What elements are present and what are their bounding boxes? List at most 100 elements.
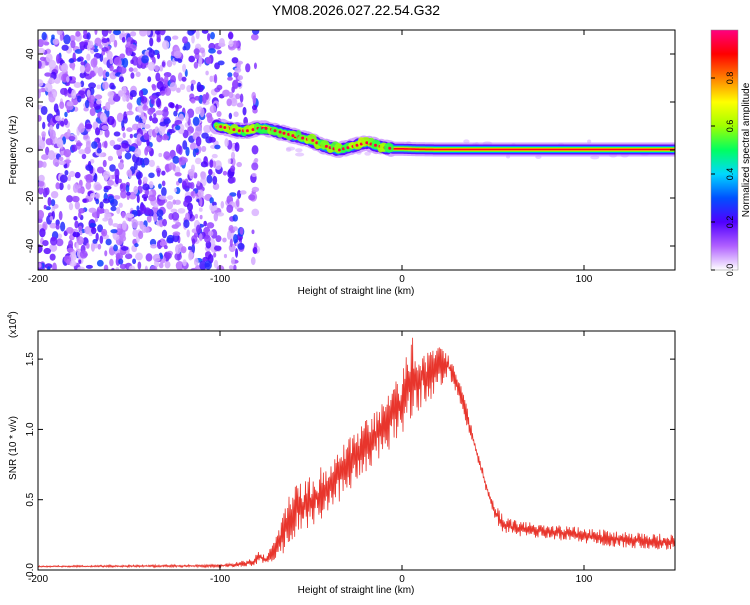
noise-speckle [189,181,195,190]
noise-speckle [172,231,181,236]
noise-speckle [113,30,122,36]
noise-speckle [95,192,101,200]
noise-speckle [113,56,122,66]
noise-speckle [122,85,127,94]
noise-speckle [206,222,215,229]
noise-speckle [78,149,86,155]
noise-speckle [134,243,139,248]
noise-speckle [146,215,152,223]
snr-y-multiplier: (x104) [7,311,19,338]
noise-speckle [135,71,141,78]
ridge-blob-core [264,126,268,130]
noise-speckle [232,214,239,222]
noise-speckle [66,226,74,234]
noise-speckle [195,136,202,147]
noise-speckle [39,228,46,238]
noise-speckle [226,204,234,213]
noise-speckle [115,267,120,270]
noise-speckle [126,127,133,133]
noise-speckle [74,171,81,179]
noise-speckle [252,95,257,105]
noise-speckle [233,233,238,244]
noise-speckle [173,50,182,59]
noise-speckle [213,252,217,258]
noise-speckle [159,240,168,247]
noise-speckle [122,93,127,102]
noise-speckle [200,171,206,178]
noise-speckle [58,156,64,162]
noise-speckle [59,174,68,183]
noise-speckle [50,199,56,207]
noise-speckle [173,110,178,117]
noise-speckle [139,204,147,215]
noise-speckle [172,199,177,205]
noise-speckle [203,124,212,134]
noise-speckle [113,244,118,252]
noise-speckle [86,242,90,249]
noise-speckle [113,195,121,200]
noise-speckle [101,228,108,237]
noise-speckle [178,113,184,122]
noise-speckle [156,53,161,60]
noise-speckle [187,202,193,212]
noise-speckle [222,170,228,176]
noise-speckle [54,77,61,84]
noise-speckle [128,265,136,270]
noise-speckle [148,194,157,202]
noise-speckle [162,218,168,227]
noise-speckle [89,107,96,117]
colorbar-tick-label: 0.6 [725,120,735,133]
noise-speckle [77,123,85,133]
noise-speckle [190,191,194,197]
noise-speckle [155,91,162,97]
noise-speckle [90,192,96,199]
noise-speckle [175,125,181,131]
noise-speckle [111,267,115,270]
ridge-blob-core [338,148,342,152]
noise-speckle [101,47,109,52]
noise-speckle [97,224,103,233]
noise-speckle [56,30,63,36]
noise-speckle [215,235,222,243]
noise-speckle [89,222,97,228]
noise-speckle [174,199,181,205]
noise-speckle [128,67,134,72]
noise-speckle [86,53,91,61]
noise-speckle [142,157,150,166]
noise-speckle [148,181,154,189]
noise-speckle [39,56,46,61]
noise-speckle [126,213,135,218]
noise-speckle [84,41,88,47]
noise-speckle [38,79,44,87]
noise-speckle [66,195,73,203]
noise-speckle [38,38,44,48]
noise-speckle [236,207,244,213]
ridge-blob-core [311,138,315,142]
noise-speckle [121,211,126,219]
noise-speckle [216,212,225,217]
noise-speckle [107,155,114,162]
noise-speckle [228,40,234,47]
noise-speckle [187,30,195,36]
noise-speckle [64,111,68,118]
noise-speckle [124,253,133,260]
noise-speckle [58,182,64,191]
noise-speckle [56,138,64,148]
snr-y-multiplier-base: (x10 [8,318,19,338]
noise-speckle [44,72,52,77]
noise-speckle [38,188,45,194]
noise-speckle [154,126,160,134]
noise-speckle [236,102,244,108]
ridge-blob-core [365,141,369,145]
noise-speckle [60,120,65,127]
noise-speckle [126,41,132,46]
noise-speckle [235,248,239,258]
noise-speckle [236,161,243,168]
noise-speckle [190,98,196,104]
noise-speckle [148,49,155,58]
noise-speckle [86,89,91,98]
noise-speckle [164,260,171,269]
noise-speckle [250,33,259,41]
noise-speckle [117,90,124,97]
noise-speckle [106,50,113,60]
